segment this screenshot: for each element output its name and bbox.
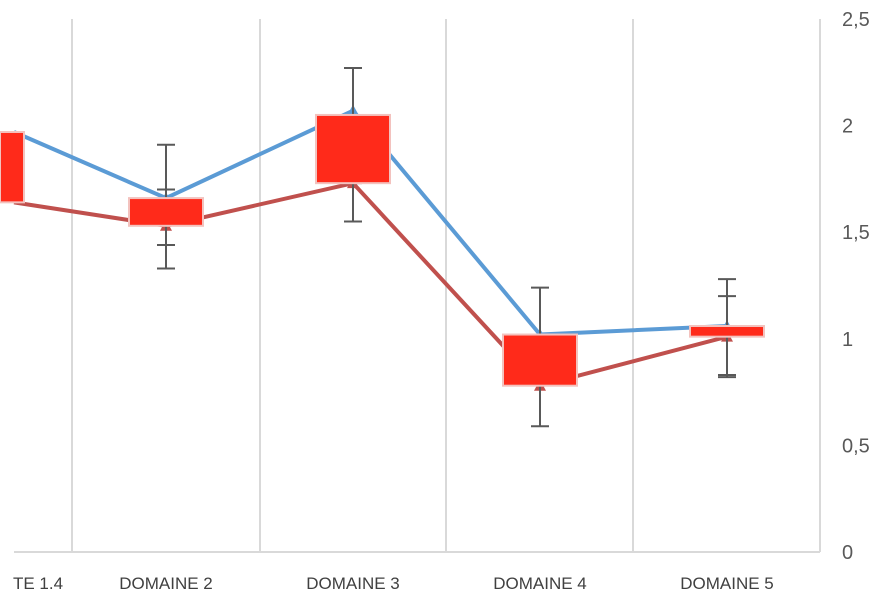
y-tick-label: 0,5 [842,435,870,457]
x-category-label: DOMAINE 2 [119,574,213,593]
grid-layer [14,19,821,553]
y-tick-label: 0 [842,542,853,564]
boxes-layer [0,113,765,387]
x-category-label: DOMAINE 4 [493,574,587,593]
y-axis-labels: 0 0,5 1 1,5 2 2,5 [842,9,870,564]
range-box [689,325,765,338]
range-box [315,113,391,185]
y-tick-label: 1,5 [842,222,870,244]
x-category-label: DOMAINE 5 [680,574,774,593]
y-tick-label: 1 [842,329,853,351]
y-tick-label: 2,5 [842,9,870,31]
x-category-label: DOMAINE 3 [306,574,400,593]
range-box [0,130,25,204]
x-axis-labels: TE 1.4 DOMAINE 2 DOMAINE 3 DOMAINE 4 DOMAINE… [13,574,774,593]
x-category-label: TE 1.4 [13,574,63,593]
range-box [502,333,578,387]
y-tick-label: 2 [842,116,853,138]
range-box [128,197,204,227]
series-line-1 [13,181,728,388]
